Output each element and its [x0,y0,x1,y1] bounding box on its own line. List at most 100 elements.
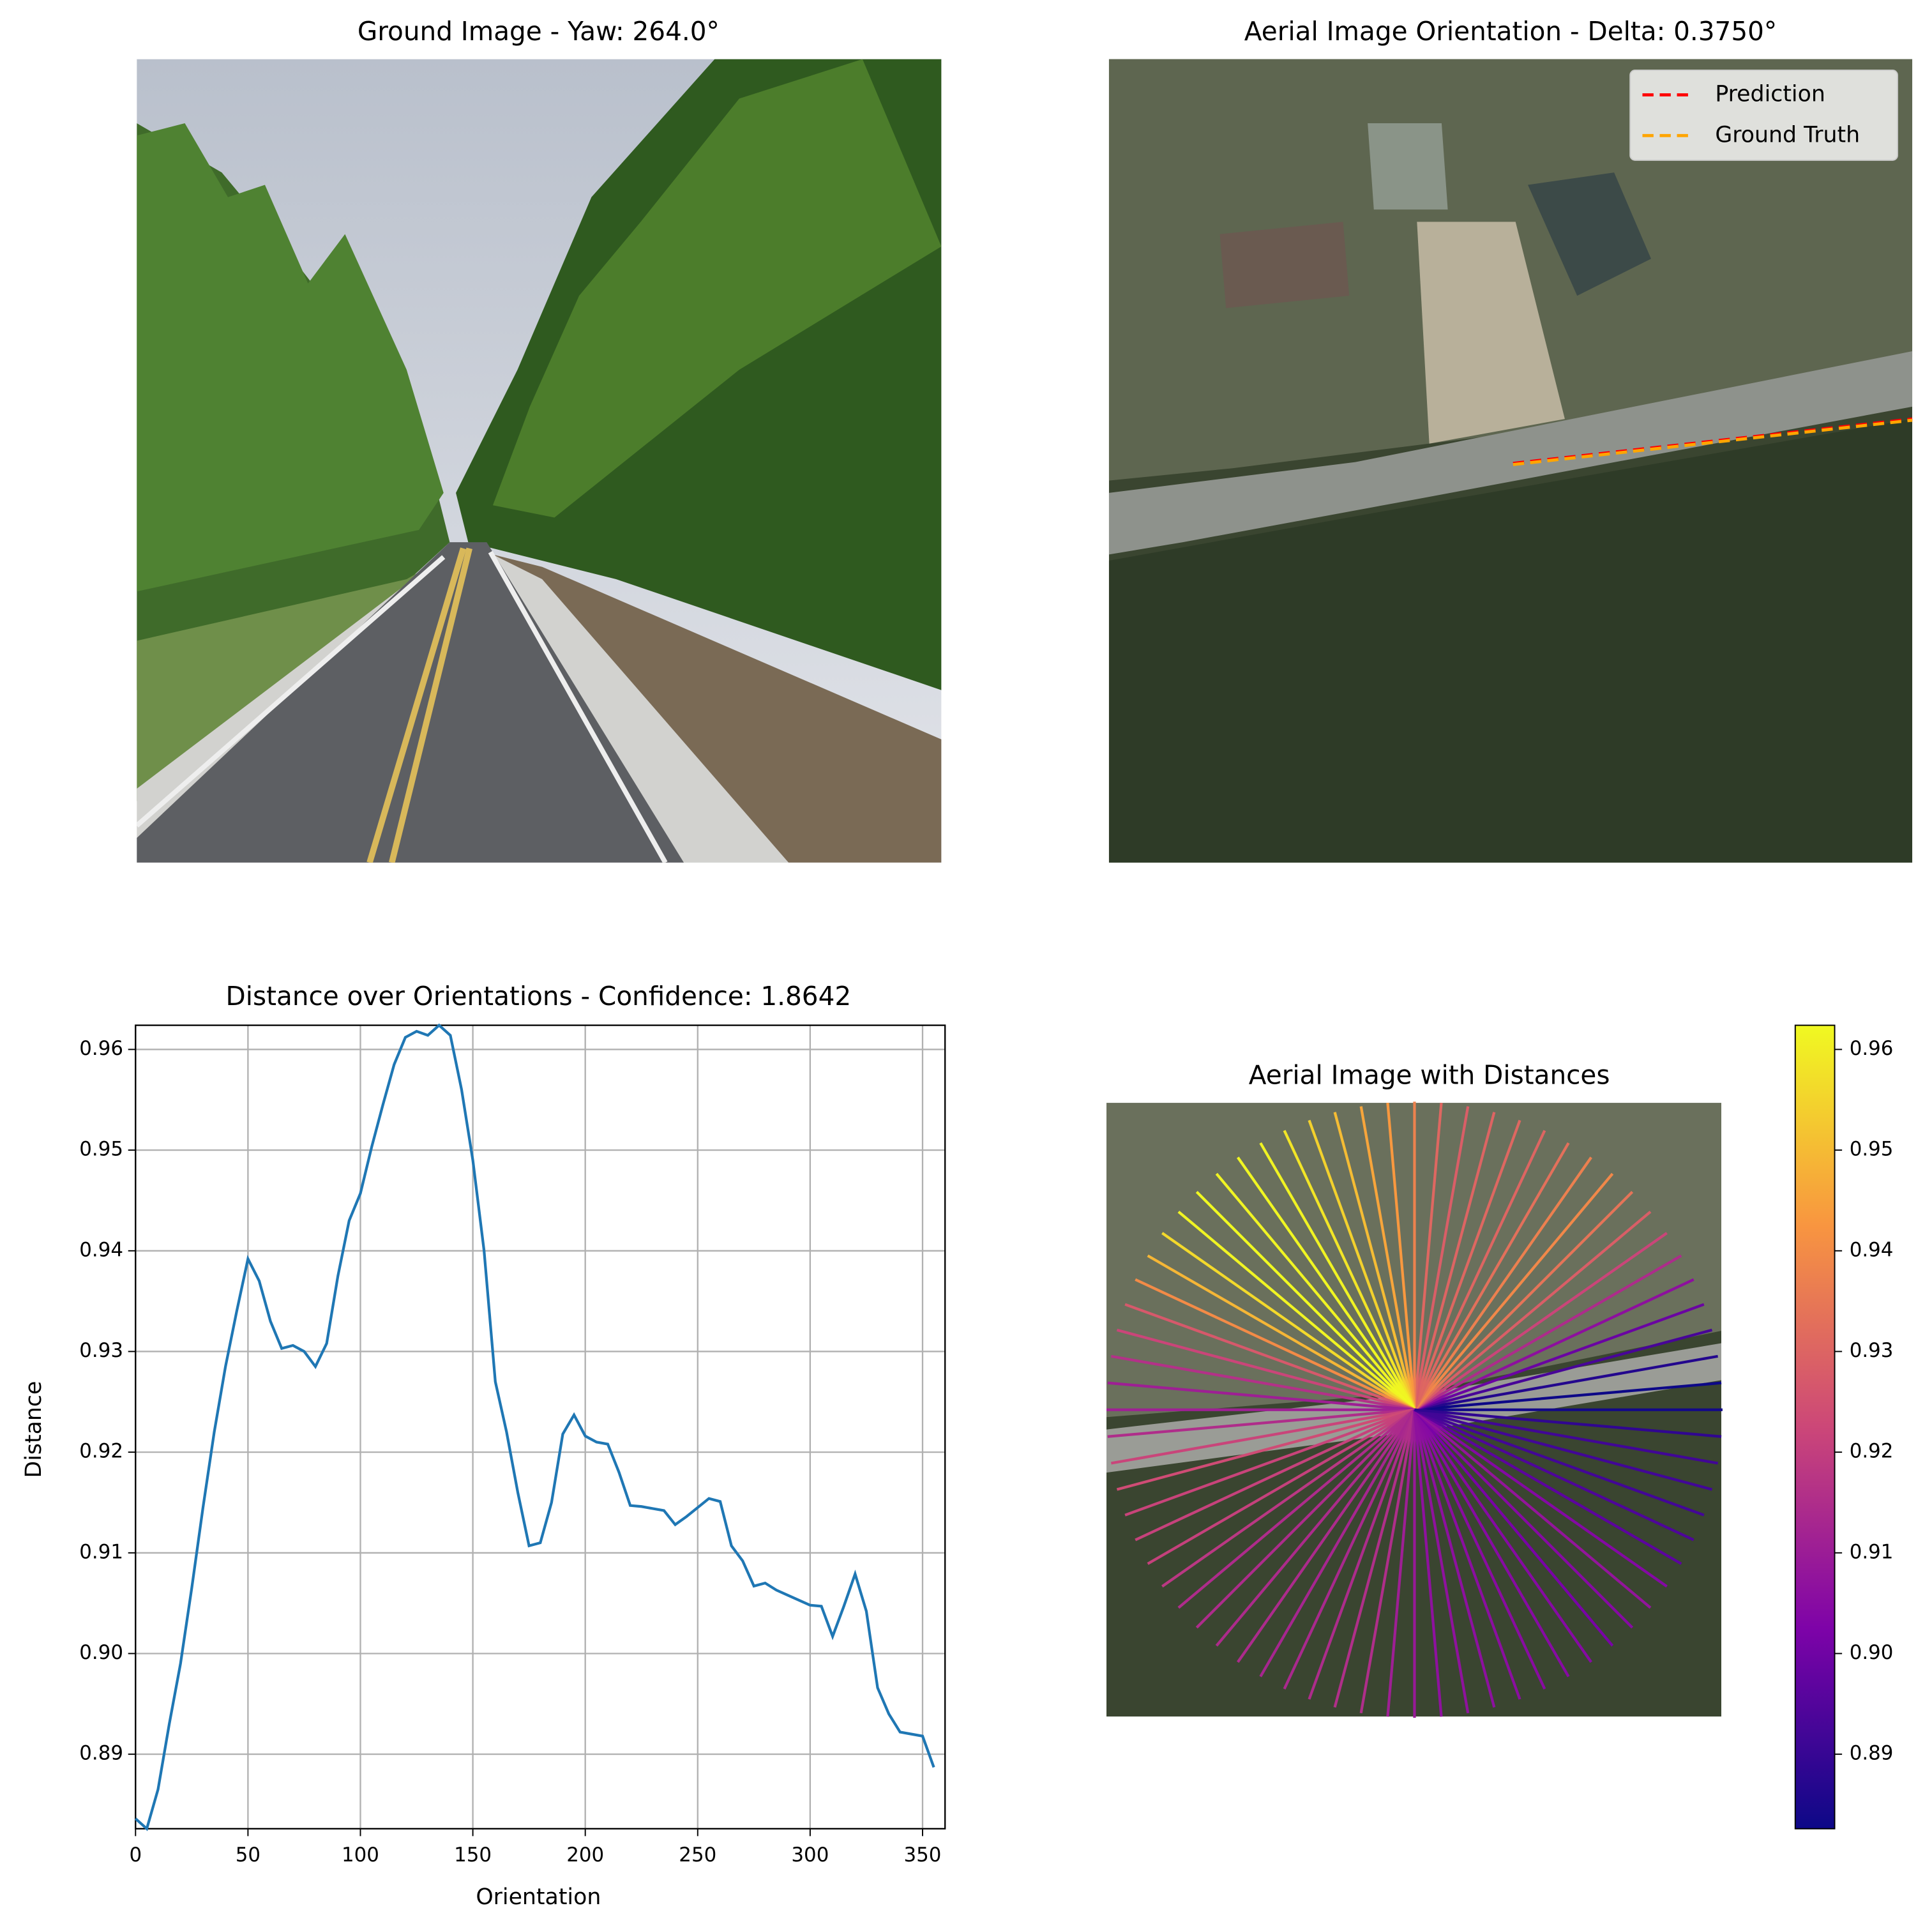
distance-ray [1414,1408,1705,1517]
driveway [1417,222,1565,444]
distance-ray [1414,1354,1718,1411]
distance-ray [1413,1409,1570,1677]
x-tick-label: 50 [236,1844,260,1867]
distance-ray [1147,1408,1415,1565]
distance-ray [1414,1232,1668,1411]
chart-title: Distance over Orientations - Confidence:… [226,981,852,1011]
distance-ray [1308,1409,1416,1700]
colorbar-tick-label: 0.89 [1850,1742,1894,1765]
y-tick-label: 0.89 [79,1742,123,1765]
edge-line [137,555,446,828]
y-tick-label: 0.96 [79,1037,123,1060]
distance-ray [1359,1106,1416,1411]
distance-ray [1413,1409,1496,1708]
colorbar-tick-label: 0.90 [1850,1641,1894,1664]
distance-ray [1414,1303,1705,1411]
y-axis-label: Distance [21,1381,47,1478]
colorbar-tick-label: 0.92 [1850,1440,1894,1463]
x-tick-label: 250 [679,1844,716,1867]
legend-label: Prediction [1715,82,1825,107]
distance-ray [1308,1119,1416,1411]
distance-ray [1413,1409,1546,1690]
distance-ray [1107,1408,1415,1438]
panel-title: Aerial Image Orientation - Delta: 0.3750… [1244,16,1777,47]
distance-ray [1386,1409,1416,1717]
x-tick-label: 150 [454,1844,492,1867]
x-axis-label: Orientation [476,1884,601,1910]
house [1528,172,1651,296]
distance-ray [1236,1156,1416,1411]
distance-ray [1386,1102,1416,1410]
house [1219,222,1350,308]
distance-ray [1333,1409,1416,1708]
distance-ray [1110,1354,1415,1411]
trees-right-light [492,59,942,518]
distance-ray [1110,1408,1415,1465]
y-tick-label: 0.90 [79,1641,123,1664]
y-tick-label: 0.94 [79,1238,123,1261]
distance-ray [1414,1408,1694,1541]
distance-ray [1195,1191,1415,1411]
distance-ray [1414,1409,1652,1609]
road [137,542,684,863]
orientation-line [1513,418,1913,466]
legend-label: Ground Truth [1715,122,1860,148]
distance-ray [1177,1409,1415,1609]
y-tick-label: 0.91 [79,1540,123,1563]
distance-ray [1116,1408,1415,1491]
distance-ray [1161,1232,1415,1411]
forest [1108,419,1913,863]
trees-left-light [137,123,444,592]
distance-ray [1135,1278,1415,1411]
colorbar-tick-label: 0.94 [1850,1238,1894,1261]
data-line [134,1023,935,1831]
x-tick-label: 0 [129,1844,142,1867]
distance-ray [1414,1408,1722,1438]
distance-ray [1413,1130,1546,1411]
colorbar-tick-label: 0.93 [1850,1339,1894,1362]
distance-ray [1414,1408,1713,1491]
distance-ray [1413,1409,1592,1663]
distance-ray [1215,1409,1416,1647]
distance-ray [1413,1409,1470,1714]
distance-ray [1414,1328,1713,1411]
x-tick-label: 200 [566,1844,604,1867]
distance-ray [1413,1106,1470,1411]
chart-title: Aerial Image with Distances [1249,1060,1610,1091]
road [1108,351,1913,555]
panel-title: Ground Image - Yaw: 264.0° [358,16,720,47]
colorbar-tick-label: 0.95 [1850,1138,1894,1161]
distance-ray [1413,1142,1570,1411]
distance-ray [1414,1210,1652,1411]
distance-ray [1107,1381,1415,1411]
edge-line [488,550,668,863]
aerial-photo [1108,59,1913,863]
distance-ray [1333,1112,1416,1411]
distance-ray [1413,1409,1614,1647]
distance-ray [1116,1328,1415,1411]
legend-box [1629,70,1898,161]
y-tick-label: 0.95 [79,1138,123,1161]
y-tick-label: 0.92 [79,1440,123,1463]
distance-ray [1413,1409,1443,1717]
distance-ray [1359,1409,1416,1714]
distance-ray [1135,1408,1415,1541]
plot-frame [135,1024,946,1829]
distance-ray [1413,1409,1521,1700]
distance-ray [1414,1278,1694,1411]
distance-ray [1259,1409,1416,1677]
x-tick-label: 350 [904,1844,942,1867]
distance-ray [1414,1254,1682,1411]
distance-ray [1124,1408,1415,1517]
distance-ray [1413,1112,1496,1411]
distance-ray [1215,1172,1416,1411]
x-tick-label: 300 [791,1844,829,1867]
distance-ray [1413,1156,1592,1411]
distance-ray [1161,1408,1415,1588]
ground-photo [137,59,942,863]
distance-ray [1414,1381,1722,1411]
y-tick-label: 0.93 [79,1339,123,1362]
distance-ray [1413,1191,1634,1411]
